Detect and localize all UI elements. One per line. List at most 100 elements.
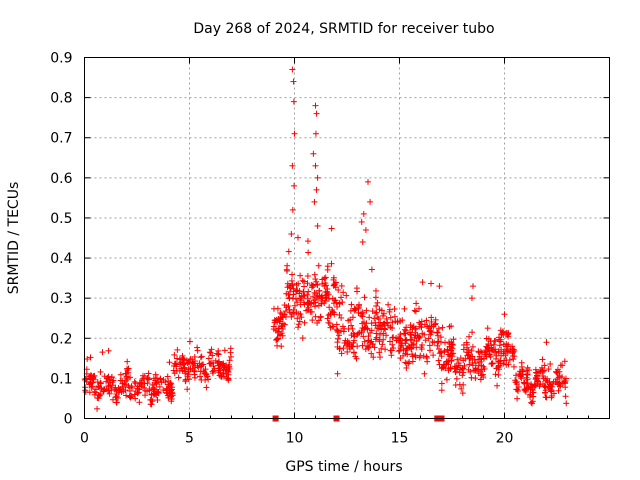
data-point: [117, 377, 124, 384]
data-point: [416, 305, 423, 312]
data-point: [277, 331, 284, 338]
data-point: [441, 339, 448, 346]
data-point: [116, 387, 123, 394]
data-point: [203, 384, 210, 391]
data-point: [299, 277, 306, 284]
data-point: [495, 336, 502, 343]
data-point: [383, 332, 390, 339]
data-point: [554, 376, 561, 383]
data-point: [103, 378, 110, 385]
data-point: [322, 274, 329, 281]
data-point: [561, 358, 568, 365]
data-point: [402, 350, 409, 357]
data-point: [468, 295, 475, 302]
data-point: [495, 371, 502, 378]
data-point: [338, 350, 345, 357]
data-point: [95, 391, 102, 398]
data-point: [186, 338, 193, 345]
data-point: [354, 330, 361, 337]
axis-ticks: 0 0.1 0.2 0.3 0.4 0.5 0.6 0.7 0.8 0.9 0 5 10 15 20: [50, 51, 610, 447]
data-point: [519, 366, 526, 373]
data-point: [197, 368, 204, 375]
data-point: [82, 375, 89, 382]
data-point: [532, 382, 539, 389]
data-point: [114, 394, 121, 401]
data-point: [322, 280, 329, 287]
data-point: [312, 303, 319, 310]
data-point: [391, 313, 398, 320]
data-point: [472, 360, 479, 367]
data-point: [464, 341, 471, 348]
data-point: [151, 388, 158, 395]
data-point: [131, 391, 138, 398]
data-point: [304, 280, 311, 287]
data-point: [418, 318, 425, 325]
data-point: [297, 272, 304, 279]
data-point: [227, 349, 234, 356]
data-point: [541, 362, 548, 369]
data-point: [136, 386, 143, 393]
data-point: [465, 346, 472, 353]
data-point: [493, 365, 500, 372]
data-point: [435, 357, 442, 364]
data-point: [413, 300, 420, 307]
data-point: [136, 399, 143, 406]
data-point: [152, 377, 159, 384]
data-point: [440, 364, 447, 371]
data-point: [334, 370, 341, 377]
data-point: [113, 399, 120, 406]
data-point: [294, 299, 301, 306]
data-point: [149, 381, 156, 388]
data-point: [563, 400, 570, 407]
data-point: [208, 359, 215, 366]
data-point: [443, 376, 450, 383]
data-point: [96, 392, 103, 399]
data-point: [370, 341, 377, 348]
data-point: [416, 319, 423, 326]
data-point: [314, 319, 321, 326]
data-point: [198, 362, 205, 369]
data-point: [319, 276, 326, 283]
data-point: [358, 328, 365, 335]
data-point: [510, 363, 517, 370]
data-point: [209, 368, 216, 375]
data-point: [505, 361, 512, 368]
data-point: [435, 325, 442, 332]
data-point: [368, 350, 375, 357]
data-point: [216, 358, 223, 365]
data-point: [122, 387, 129, 394]
data-point: [419, 342, 426, 349]
data-point: [192, 358, 199, 365]
data-point: [223, 362, 230, 369]
data-point: [484, 325, 491, 332]
data-point: [428, 323, 435, 330]
data-point: [443, 358, 450, 365]
data-point: [329, 323, 336, 330]
data-point: [291, 182, 298, 189]
data-point: [286, 295, 293, 302]
data-point: [562, 393, 569, 400]
data-point: [105, 347, 112, 354]
data-point: [504, 332, 511, 339]
y-tick-label: 0.1: [50, 371, 72, 387]
data-point: [492, 355, 499, 362]
data-point: [459, 390, 466, 397]
data-point: [417, 321, 424, 328]
data-point: [372, 294, 379, 301]
data-point: [345, 317, 352, 324]
data-point: [561, 379, 568, 386]
data-point: [163, 387, 170, 394]
data-point: [205, 355, 212, 362]
data-point: [286, 306, 293, 313]
data-point: [275, 316, 282, 323]
data-point: [528, 381, 535, 388]
data-point: [344, 348, 351, 355]
data-point: [458, 385, 465, 392]
data-point: [360, 319, 367, 326]
data-point: [311, 271, 318, 278]
data-point: [375, 315, 382, 322]
data-point: [430, 352, 437, 359]
data-point: [293, 281, 300, 288]
data-point: [167, 390, 174, 397]
data-point: [401, 305, 408, 312]
